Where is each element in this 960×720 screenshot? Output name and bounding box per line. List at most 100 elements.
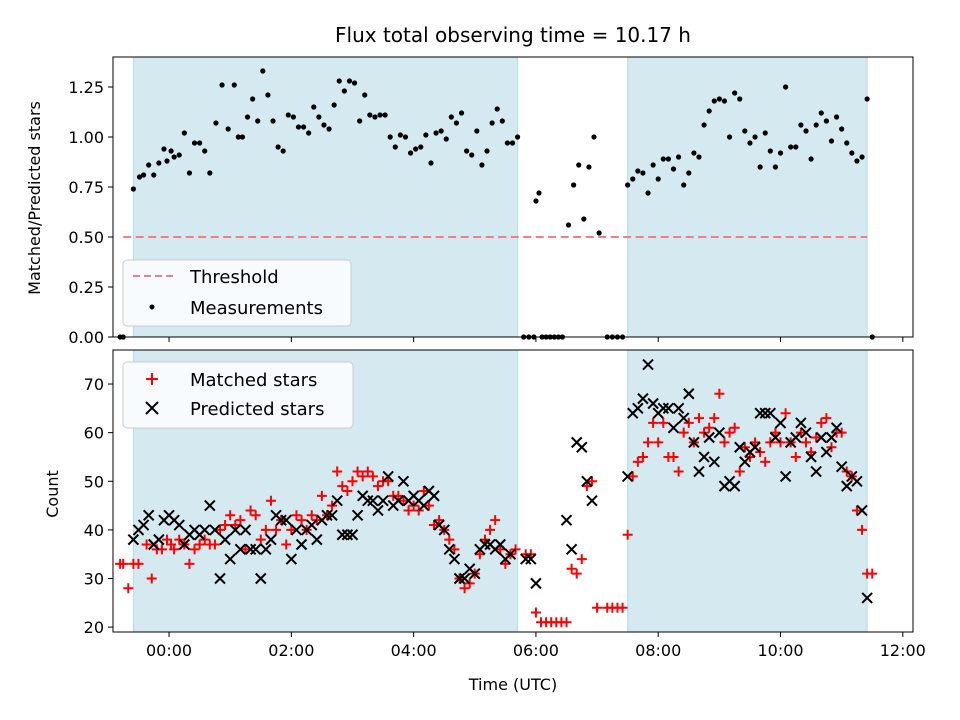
legend-measurements-label: Measurements <box>190 298 323 319</box>
matched-star-point <box>490 515 501 526</box>
measurement-point <box>640 170 646 176</box>
matched-star-point <box>316 490 327 501</box>
matched-star-point <box>668 451 679 462</box>
measurement-point <box>316 114 322 120</box>
measurement-point <box>514 134 521 140</box>
matched-star-point <box>474 549 485 560</box>
measurement-point <box>413 146 419 152</box>
predicted-star-point <box>255 572 267 585</box>
predicted-star-point <box>683 388 695 400</box>
predicted-star-point <box>346 529 359 541</box>
predicted-star-point <box>764 407 777 419</box>
x-axis-label: Time (UTC) <box>468 675 557 694</box>
predicted-star-point <box>581 475 593 487</box>
predicted-star-point <box>851 475 863 487</box>
matched-star-point <box>800 437 811 448</box>
matched-star-point <box>362 466 373 477</box>
measurement-point <box>418 144 424 150</box>
measurement-point <box>854 158 860 164</box>
measurement-point <box>813 122 819 128</box>
measurement-point <box>197 140 203 146</box>
matched-star-point <box>704 422 715 433</box>
predicted-star-point <box>713 426 726 439</box>
predicted-star-point <box>830 422 843 434</box>
predicted-star-point <box>229 524 242 536</box>
measurement-point <box>280 148 286 154</box>
measurement-point <box>576 162 582 168</box>
matched-star-point <box>342 486 353 496</box>
matched-star-point <box>372 481 383 492</box>
predicted-star-point <box>708 456 720 468</box>
matched-star-point <box>332 466 343 477</box>
predicted-star-point <box>637 392 649 405</box>
measurement-point <box>859 154 865 160</box>
top-shaded-interval <box>627 56 868 338</box>
top-y-tick-label: 0.00 <box>68 328 104 347</box>
predicted-star-point <box>458 572 471 585</box>
measurement-point <box>489 120 495 126</box>
measurement-point <box>362 92 368 98</box>
predicted-star-point <box>127 533 140 546</box>
measurement-point <box>458 110 465 116</box>
bottom-y-tick-label: 40 <box>84 521 104 540</box>
matched-star-point <box>632 456 643 467</box>
matched-star-point <box>118 558 129 569</box>
matched-star-point <box>495 544 506 555</box>
predicted-star-point <box>800 426 812 439</box>
measurement-point <box>655 176 661 182</box>
matched-star-point <box>133 558 144 569</box>
matched-star-point <box>235 515 246 526</box>
matched-star-point <box>500 558 511 569</box>
predicted-star-point <box>795 417 807 429</box>
matched-star-point <box>291 510 302 521</box>
predicted-star-point <box>331 495 343 507</box>
predicted-star-point <box>469 567 481 580</box>
measurement-point <box>625 182 631 188</box>
matched-star-point <box>286 524 297 535</box>
predicted-star-point <box>173 519 185 531</box>
predicted-star-point <box>453 572 466 585</box>
matched-star-point <box>571 568 582 579</box>
matched-star-point <box>184 558 195 569</box>
legend-predicted-label: Predicted stars <box>190 399 324 420</box>
measurement-point <box>696 154 702 160</box>
measurement-point <box>433 130 439 136</box>
predicted-star-point <box>280 514 292 526</box>
measurement-point <box>752 134 758 140</box>
predicted-star-point <box>397 475 410 487</box>
predicted-star-point <box>703 431 715 444</box>
matched-star-point <box>255 534 266 545</box>
matched-star-point <box>627 471 638 482</box>
measurement-point <box>377 112 383 118</box>
measurement-point <box>839 126 845 132</box>
matched-star-point <box>434 515 445 526</box>
top-y-tick-label: 0.75 <box>68 178 104 197</box>
matched-star-point <box>857 524 868 535</box>
measurement-point <box>244 114 251 120</box>
top-y-tick-label: 0.50 <box>68 228 104 247</box>
chart-title: Flux total observing time = 10.17 h <box>335 23 691 47</box>
measurement-point <box>438 128 444 134</box>
measurement-point <box>306 130 312 136</box>
matched-star-point <box>576 554 587 565</box>
bottom-y-tick-label: 30 <box>84 570 104 589</box>
matched-star-point <box>260 524 271 535</box>
measurement-point <box>235 134 241 140</box>
predicted-star-point <box>565 543 578 556</box>
measurement-point <box>783 84 789 90</box>
matched-star-point <box>398 495 409 506</box>
predicted-star-point <box>835 460 848 473</box>
measurement-point <box>239 134 246 140</box>
matched-star-point <box>617 602 628 613</box>
matched-star-point <box>592 602 603 613</box>
predicted-star-point <box>260 543 272 556</box>
predicted-star-point <box>265 533 277 546</box>
matched-star-point <box>750 437 761 448</box>
legend-top-box <box>122 259 352 327</box>
measurement-point <box>650 162 656 168</box>
measurement-point <box>336 78 342 84</box>
matched-star-point <box>429 520 440 531</box>
measurement-point <box>686 170 692 176</box>
predicted-star-point <box>199 524 211 536</box>
predicted-star-point <box>841 480 853 492</box>
